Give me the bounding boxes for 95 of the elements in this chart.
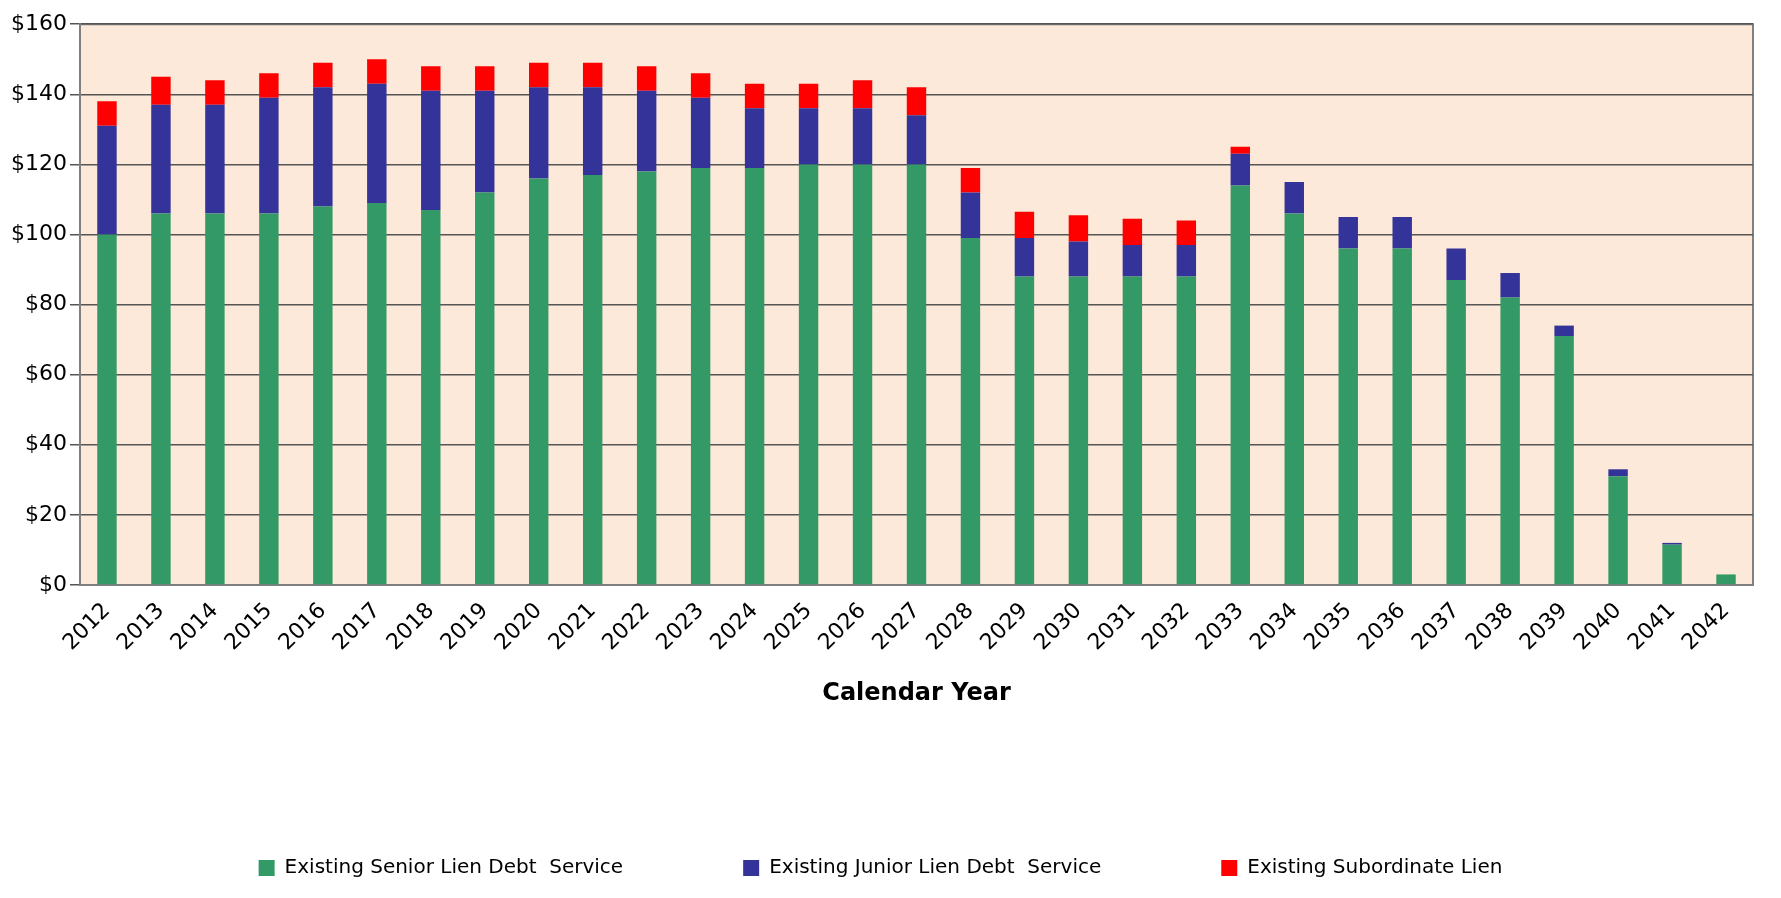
- y-tick-label: $0: [38, 570, 67, 596]
- bar: [259, 213, 279, 585]
- bar: [367, 59, 387, 84]
- bar: [798, 164, 819, 585]
- bar: [259, 97, 279, 214]
- bar: [313, 206, 333, 585]
- bar: [97, 234, 117, 585]
- bar: [205, 80, 225, 105]
- bar: [1392, 216, 1412, 249]
- bar: [960, 237, 981, 585]
- legend-label: Existing Junior Lien Debt Service: [769, 854, 1102, 879]
- bar: [529, 62, 549, 88]
- bar: [367, 202, 387, 585]
- bar: [1176, 244, 1197, 277]
- bar: [582, 174, 603, 585]
- bar: [421, 66, 441, 91]
- bar: [1176, 276, 1197, 585]
- y-tick-label: $40: [24, 430, 67, 456]
- bar: [1122, 218, 1143, 245]
- bar: [1500, 297, 1520, 585]
- bar: [1608, 469, 1628, 477]
- bar: [1230, 146, 1251, 154]
- bar: [1608, 476, 1628, 585]
- bar: [529, 87, 549, 179]
- bar: [475, 90, 495, 193]
- y-tick-label: $100: [10, 220, 67, 246]
- bar: [1284, 181, 1304, 214]
- bar: [529, 178, 549, 585]
- legend-label: Existing Subordinate Lien: [1247, 854, 1503, 879]
- bar: [852, 164, 873, 585]
- bar: [259, 73, 279, 98]
- bar: [906, 87, 927, 116]
- bar: [744, 167, 765, 585]
- bar: [582, 62, 603, 88]
- bar: [582, 87, 603, 175]
- bar: [852, 108, 873, 165]
- bar: [1230, 153, 1251, 186]
- y-tick-label: $140: [10, 80, 67, 106]
- bar: [1230, 185, 1251, 585]
- bar: [421, 209, 441, 585]
- y-tick-label: $60: [24, 360, 67, 386]
- bar: [960, 167, 981, 193]
- bar: [367, 83, 387, 203]
- bar: [1554, 336, 1574, 585]
- bar: [1122, 276, 1143, 585]
- bar: [475, 192, 495, 585]
- bar: [1014, 211, 1035, 238]
- legend-label: Existing Senior Lien Debt Service: [284, 854, 624, 879]
- y-tick-label: $120: [10, 150, 67, 176]
- bar: [906, 164, 927, 585]
- bar: [421, 90, 441, 210]
- bar: [313, 87, 333, 207]
- bar: [1446, 280, 1466, 585]
- bar: [852, 80, 873, 109]
- bar: [97, 101, 117, 126]
- bar: [1554, 325, 1574, 337]
- bar: [205, 104, 225, 214]
- bar: [798, 108, 819, 165]
- bar: [1068, 215, 1089, 242]
- bar: [690, 73, 711, 98]
- bar: [1014, 276, 1035, 585]
- bar: [1068, 276, 1089, 585]
- bar: [475, 66, 495, 91]
- bar: [1014, 237, 1035, 277]
- bar: [906, 115, 927, 165]
- bar: [636, 90, 657, 172]
- bar: [1284, 213, 1304, 585]
- y-tick-label: $160: [10, 9, 67, 35]
- bar: [1176, 220, 1197, 245]
- bar: [205, 213, 225, 585]
- bar: [960, 192, 981, 238]
- y-tick-label: $20: [24, 500, 67, 526]
- bar: [1338, 216, 1358, 249]
- bar: [1446, 248, 1466, 281]
- bar: [1716, 574, 1736, 585]
- bar: [1338, 248, 1358, 585]
- y-tick-label: $80: [24, 290, 67, 316]
- bar: [798, 83, 819, 109]
- bar: [744, 83, 765, 109]
- bar: [690, 167, 711, 585]
- bar: [1392, 248, 1412, 585]
- bar: [97, 125, 117, 235]
- bar: [690, 97, 711, 168]
- bar: [1122, 244, 1143, 277]
- bar: [151, 213, 171, 585]
- bar: [636, 171, 657, 585]
- bar: [636, 66, 657, 91]
- bar: [1500, 273, 1520, 298]
- bar: [1068, 241, 1089, 277]
- bar: [313, 62, 333, 88]
- bar: [744, 108, 765, 168]
- x-axis-title: Calendar Year: [822, 677, 1011, 706]
- bar: [1662, 544, 1682, 585]
- bar: [151, 104, 171, 214]
- bar: [151, 76, 171, 105]
